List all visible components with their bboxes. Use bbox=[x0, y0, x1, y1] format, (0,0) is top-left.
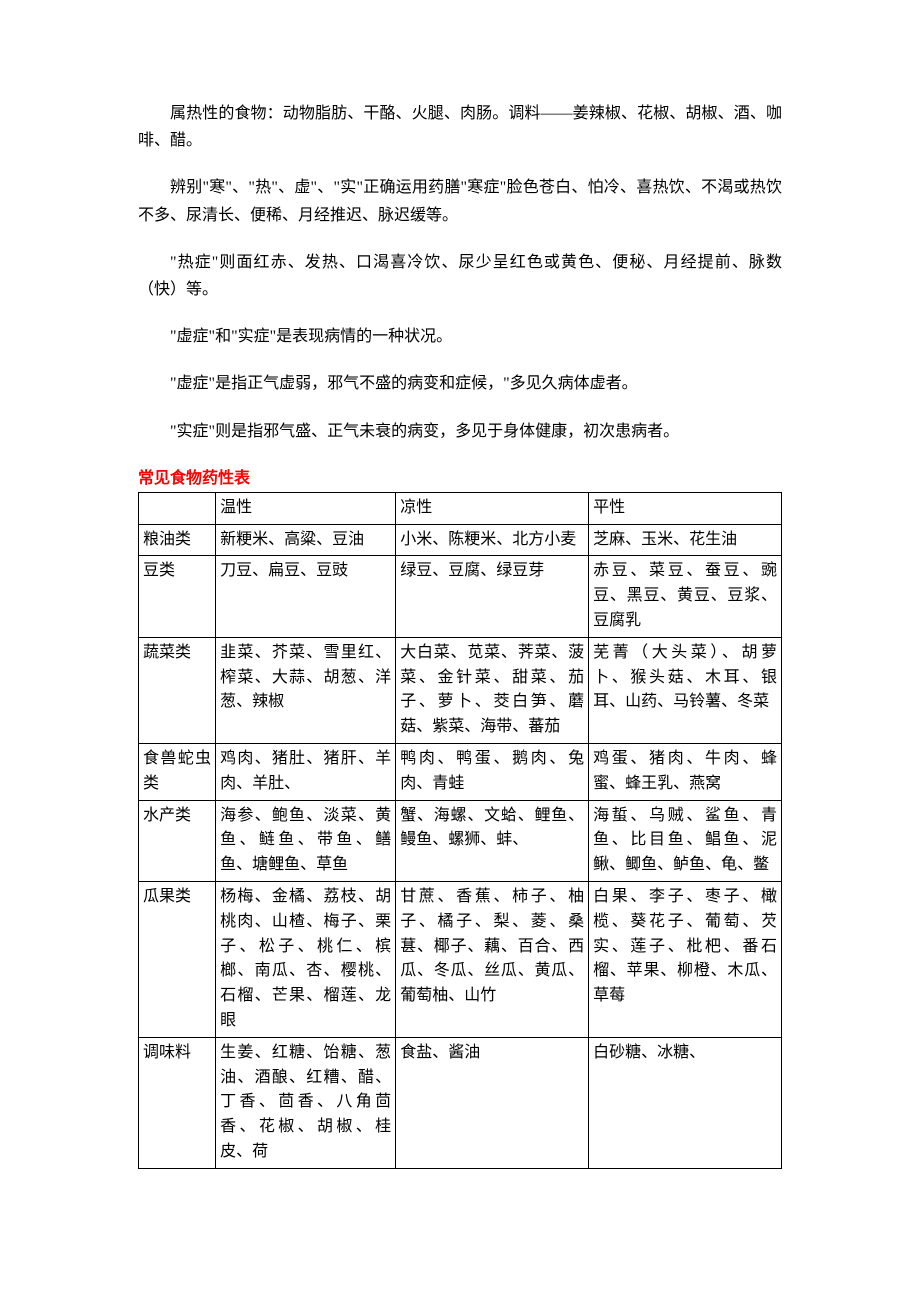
warm-cell: 新粳米、高粱、豆油 bbox=[216, 524, 396, 556]
cool-cell: 绿豆、豆腐、绿豆芽 bbox=[396, 556, 589, 637]
food-properties-table: 温性 凉性 平性 粮油类 新粳米、高粱、豆油 小米、陈粳米、北方小麦 芝麻、玉米… bbox=[138, 492, 782, 1169]
category-cell: 蔬菜类 bbox=[139, 637, 216, 743]
warm-cell: 生姜、红糖、饴糖、葱油、酒酿、红糟、醋、丁香、茴香、八角茴香、花椒、胡椒、桂皮、… bbox=[216, 1037, 396, 1168]
cool-cell: 大白菜、苋菜、荠菜、菠菜、金针菜、甜菜、茄子、萝卜、茭白笋、蘑菇、紫菜、海带、蕃… bbox=[396, 637, 589, 743]
table-row: 水产类 海参、鲍鱼、淡菜、黄鱼、鲢鱼、带鱼、鳝鱼、塘鲤鱼、草鱼 蟹、海螺、文蛤、… bbox=[139, 800, 782, 881]
cool-cell: 食盐、酱油 bbox=[396, 1037, 589, 1168]
category-cell: 调味料 bbox=[139, 1037, 216, 1168]
paragraph-heat-symptom: "热症"则面红赤、发热、口渴喜冷饮、尿少呈红色或黄色、便秘、月经提前、脉数（快）… bbox=[138, 249, 782, 303]
neutral-cell: 海蜇、乌贼、鲨鱼、青鱼、比目鱼、鲳鱼、泥鳅、鲫鱼、鲈鱼、龟、鳖 bbox=[589, 800, 782, 881]
header-empty bbox=[139, 492, 216, 524]
neutral-cell: 鸡蛋、猪肉、牛肉、蜂蜜、蜂王乳、燕窝 bbox=[589, 744, 782, 801]
paragraph-excess: "实症"则是指邪气盛、正气未衰的病变，多见于身体健康，初次患病者。 bbox=[138, 418, 782, 445]
warm-cell: 海参、鲍鱼、淡菜、黄鱼、鲢鱼、带鱼、鳝鱼、塘鲤鱼、草鱼 bbox=[216, 800, 396, 881]
neutral-cell: 赤豆、菜豆、蚕豆、豌豆、黑豆、黄豆、豆浆、豆腐乳 bbox=[589, 556, 782, 637]
table-title: 常见食物药性表 bbox=[138, 465, 782, 492]
table-row: 蔬菜类 韭菜、芥菜、雪里红、榨菜、大蒜、胡葱、洋葱、辣椒 大白菜、苋菜、荠菜、菠… bbox=[139, 637, 782, 743]
cool-cell: 鸭肉、鸭蛋、鹅肉、兔肉、青蛙 bbox=[396, 744, 589, 801]
neutral-cell: 芝麻、玉米、花生油 bbox=[589, 524, 782, 556]
warm-cell: 鸡肉、猪肚、猪肝、羊肉、羊肚、 bbox=[216, 744, 396, 801]
header-warm: 温性 bbox=[216, 492, 396, 524]
table-row: 调味料 生姜、红糖、饴糖、葱油、酒酿、红糟、醋、丁香、茴香、八角茴香、花椒、胡椒… bbox=[139, 1037, 782, 1168]
neutral-cell: 白砂糖、冰糖、 bbox=[589, 1037, 782, 1168]
paragraph-hot-foods: 属热性的食物：动物脂肪、干酪、火腿、肉肠。调料——姜辣椒、花椒、胡椒、酒、咖啡、… bbox=[138, 100, 782, 154]
category-cell: 豆类 bbox=[139, 556, 216, 637]
category-cell: 粮油类 bbox=[139, 524, 216, 556]
table-row: 粮油类 新粳米、高粱、豆油 小米、陈粳米、北方小麦 芝麻、玉米、花生油 bbox=[139, 524, 782, 556]
paragraph-deficiency-excess: "虚症"和"实症"是表现病情的一种状况。 bbox=[138, 323, 782, 350]
header-cool: 凉性 bbox=[396, 492, 589, 524]
table-header-row: 温性 凉性 平性 bbox=[139, 492, 782, 524]
header-neutral: 平性 bbox=[589, 492, 782, 524]
warm-cell: 刀豆、扁豆、豆豉 bbox=[216, 556, 396, 637]
category-cell: 水产类 bbox=[139, 800, 216, 881]
neutral-cell: 芜菁（大头菜）、胡萝卜、猴头菇、木耳、银耳、山药、马铃薯、冬菜 bbox=[589, 637, 782, 743]
table-row: 食兽蛇虫类 鸡肉、猪肚、猪肝、羊肉、羊肚、 鸭肉、鸭蛋、鹅肉、兔肉、青蛙 鸡蛋、… bbox=[139, 744, 782, 801]
cool-cell: 小米、陈粳米、北方小麦 bbox=[396, 524, 589, 556]
warm-cell: 韭菜、芥菜、雪里红、榨菜、大蒜、胡葱、洋葱、辣椒 bbox=[216, 637, 396, 743]
table-row: 瓜果类 杨梅、金橘、荔枝、胡桃肉、山楂、梅子、栗子、松子、桃仁、槟榔、南瓜、杏、… bbox=[139, 882, 782, 1038]
neutral-cell: 白果、李子、枣子、橄榄、葵花子、葡萄、芡实、莲子、枇杷、番石榴、苹果、柳橙、木瓜… bbox=[589, 882, 782, 1038]
warm-cell: 杨梅、金橘、荔枝、胡桃肉、山楂、梅子、栗子、松子、桃仁、槟榔、南瓜、杏、樱桃、石… bbox=[216, 882, 396, 1038]
paragraph-distinguish: 辨别"寒"、"热"、虚"、"实"正确运用药膳"寒症"脸色苍白、怕冷、喜热饮、不渴… bbox=[138, 174, 782, 228]
table-row: 豆类 刀豆、扁豆、豆豉 绿豆、豆腐、绿豆芽 赤豆、菜豆、蚕豆、豌豆、黑豆、黄豆、… bbox=[139, 556, 782, 637]
cool-cell: 甘蔗、香蕉、柿子、柚子、橘子、梨、菱、桑葚、椰子、藕、百合、西瓜、冬瓜、丝瓜、黄… bbox=[396, 882, 589, 1038]
category-cell: 瓜果类 bbox=[139, 882, 216, 1038]
paragraph-deficiency: "虚症"是指正气虚弱，邪气不盛的病变和症候，"多见久病体虚者。 bbox=[138, 370, 782, 397]
cool-cell: 蟹、海螺、文蛤、鲤鱼、鳗鱼、螺狮、蚌、 bbox=[396, 800, 589, 881]
category-cell: 食兽蛇虫类 bbox=[139, 744, 216, 801]
